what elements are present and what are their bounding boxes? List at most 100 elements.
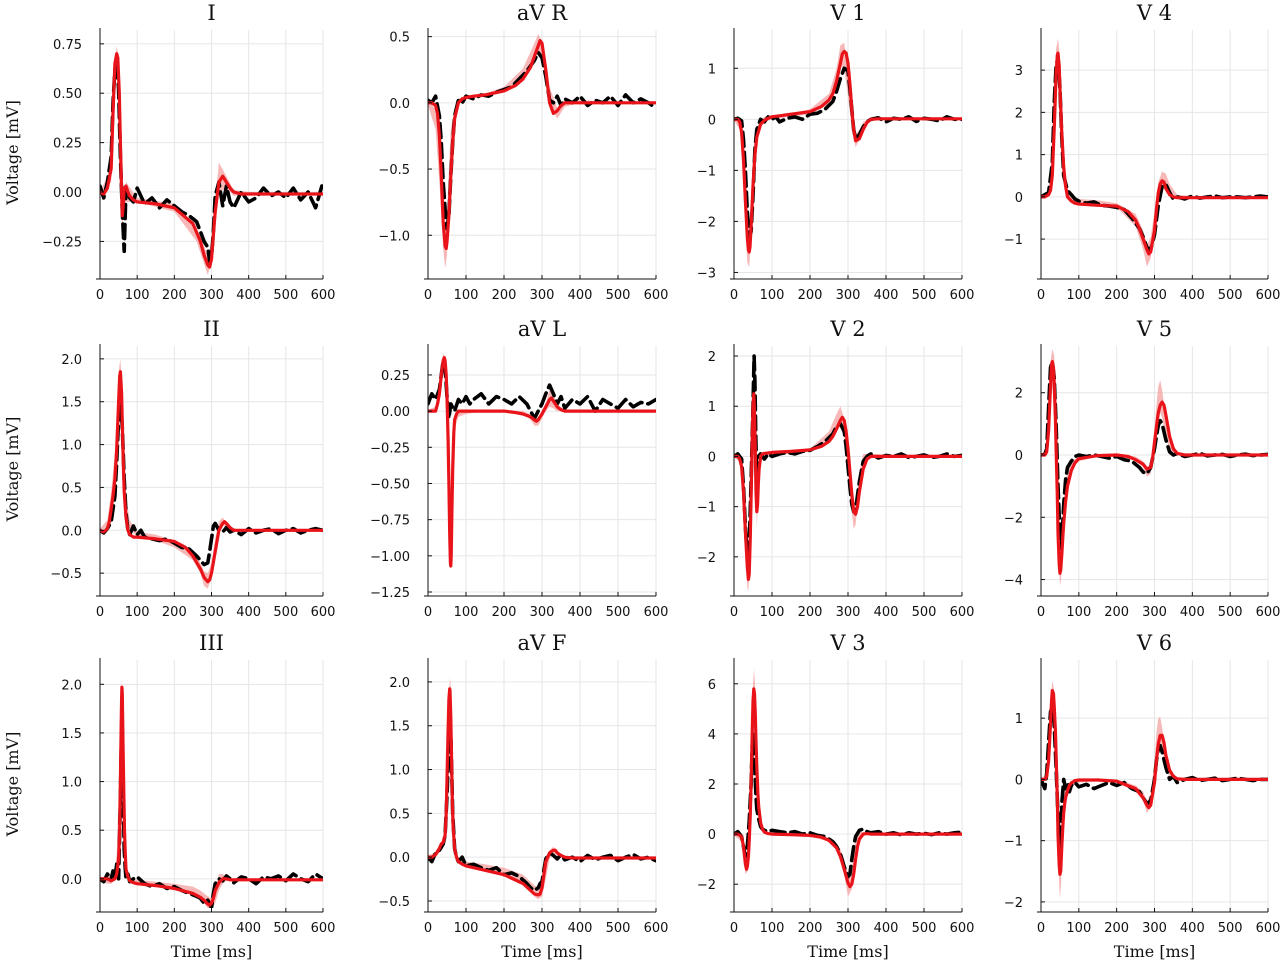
x-tick-label: 0 <box>96 605 104 620</box>
x-tick-label: 200 <box>1104 921 1129 936</box>
y-tick-label: 0 <box>1015 191 1023 206</box>
y-tick-label: 6 <box>708 678 716 693</box>
panel-title: V 4 <box>1136 1 1172 25</box>
x-tick-label: 100 <box>454 605 479 620</box>
panel-title: II <box>203 317 220 341</box>
y-tick-label: −0.25 <box>42 235 82 250</box>
y-axis-title: Voltage [mV] <box>3 732 22 838</box>
y-tick-label: 0.5 <box>389 807 410 822</box>
x-tick-label: 0 <box>1037 288 1045 303</box>
x-tick-label: 200 <box>162 288 187 303</box>
x-tick-label: 600 <box>311 605 336 620</box>
y-tick-label: 2.0 <box>61 678 82 693</box>
y-tick-label: 1 <box>1015 712 1023 727</box>
y-tick-label: 1 <box>1015 149 1023 164</box>
y-tick-label: 3 <box>1015 64 1023 79</box>
x-tick-label: 0 <box>1037 605 1045 620</box>
y-tick-label: 0.25 <box>53 137 82 152</box>
x-tick-label: 200 <box>1104 605 1129 620</box>
fit-line <box>1041 360 1268 575</box>
x-tick-label: 300 <box>836 288 861 303</box>
y-tick-label: 4 <box>708 728 716 743</box>
y-tick-label: −2 <box>1004 896 1023 911</box>
x-tick-label: 600 <box>950 921 975 936</box>
x-tick-label: 200 <box>162 921 187 936</box>
x-tick-label: 0 <box>424 288 432 303</box>
x-tick-label: 100 <box>1066 605 1091 620</box>
x-tick-label: 500 <box>273 605 298 620</box>
panel-6: 0 100 200 300 400 500 600 −1.25 −1.00 −0.75 −0.50 −… <box>370 317 668 620</box>
fit-line <box>428 38 656 251</box>
x-tick-label: 0 <box>424 921 432 936</box>
y-tick-label: 1.0 <box>61 439 82 454</box>
x-tick-label: 300 <box>1142 605 1167 620</box>
x-tick-label: 600 <box>950 605 975 620</box>
y-tick-label: −2 <box>697 878 716 893</box>
x-tick-label: 400 <box>874 605 899 620</box>
y-tick-label: 0.00 <box>53 186 82 201</box>
x-tick-label: 600 <box>644 288 669 303</box>
x-tick-label: 100 <box>760 288 785 303</box>
y-tick-label: −4 <box>1004 574 1023 589</box>
x-tick-label: 400 <box>568 288 593 303</box>
x-axis-title: Time [ms] <box>1114 942 1195 961</box>
fit-line <box>100 685 323 907</box>
y-tick-label: 1.5 <box>389 720 410 735</box>
y-tick-label: 1.0 <box>389 764 410 779</box>
panel-title: III <box>199 631 224 655</box>
x-tick-label: 400 <box>236 605 261 620</box>
x-axis-title: Time [ms] <box>171 942 252 961</box>
x-tick-label: 300 <box>530 605 555 620</box>
x-tick-label: 600 <box>311 288 336 303</box>
plot-data <box>100 358 323 589</box>
x-axis-title: Time [ms] <box>501 942 582 961</box>
y-tick-label: −2 <box>697 215 716 230</box>
y-tick-label: 0.50 <box>53 87 82 102</box>
x-tick-label: 400 <box>1180 288 1205 303</box>
y-tick-label: −2 <box>1004 511 1023 526</box>
x-tick-label: 100 <box>125 921 150 936</box>
x-tick-label: 200 <box>1104 288 1129 303</box>
y-tick-label: −2 <box>697 551 716 566</box>
x-tick-label: 600 <box>1256 605 1280 620</box>
fit-line <box>1041 688 1268 876</box>
panel-5: 0 100 200 300 400 500 600 −0.5 0.0 0.5 1.0 1.5 2.0 II… <box>3 317 335 620</box>
plot-data <box>734 354 962 592</box>
fit-line <box>1041 51 1268 256</box>
x-tick-label: 200 <box>492 921 517 936</box>
y-tick-label: 0.0 <box>389 851 410 866</box>
y-tick-label: 0.00 <box>381 405 410 420</box>
y-tick-label: 0.25 <box>381 369 410 384</box>
panel-title: V 2 <box>829 317 865 341</box>
x-tick-label: 200 <box>162 605 187 620</box>
y-tick-label: −1.00 <box>370 550 410 565</box>
x-tick-label: 400 <box>568 921 593 936</box>
y-tick-label: −0.5 <box>50 567 82 582</box>
y-tick-label: 2.0 <box>389 676 410 691</box>
panel-title: V 1 <box>829 1 865 25</box>
y-tick-label: 2 <box>708 778 716 793</box>
x-tick-label: 400 <box>236 921 261 936</box>
panel-11: 0 100 200 300 400 500 600 −2 0 2 4 6 V 3 Time [ms] <box>697 631 975 961</box>
x-tick-label: 500 <box>273 288 298 303</box>
x-tick-label: 400 <box>236 288 261 303</box>
y-tick-label: 0.0 <box>389 97 410 112</box>
y-tick-label: −0.75 <box>370 514 410 529</box>
x-tick-label: 400 <box>568 605 593 620</box>
y-tick-label: 1.0 <box>61 776 82 791</box>
x-tick-label: 0 <box>1037 921 1045 936</box>
x-tick-label: 500 <box>606 605 631 620</box>
fit-line <box>100 370 323 584</box>
x-tick-label: 200 <box>798 605 823 620</box>
x-tick-label: 0 <box>96 921 104 936</box>
y-tick-label: 2 <box>1015 106 1023 121</box>
panel-title: V 6 <box>1136 631 1172 655</box>
x-tick-label: 300 <box>836 605 861 620</box>
plot-data <box>734 42 962 268</box>
y-tick-label: 2.0 <box>61 353 82 368</box>
x-tick-label: 500 <box>1218 288 1243 303</box>
y-tick-label: −1 <box>697 164 716 179</box>
x-tick-label: 600 <box>644 605 669 620</box>
y-tick-label: −1.25 <box>370 586 410 601</box>
